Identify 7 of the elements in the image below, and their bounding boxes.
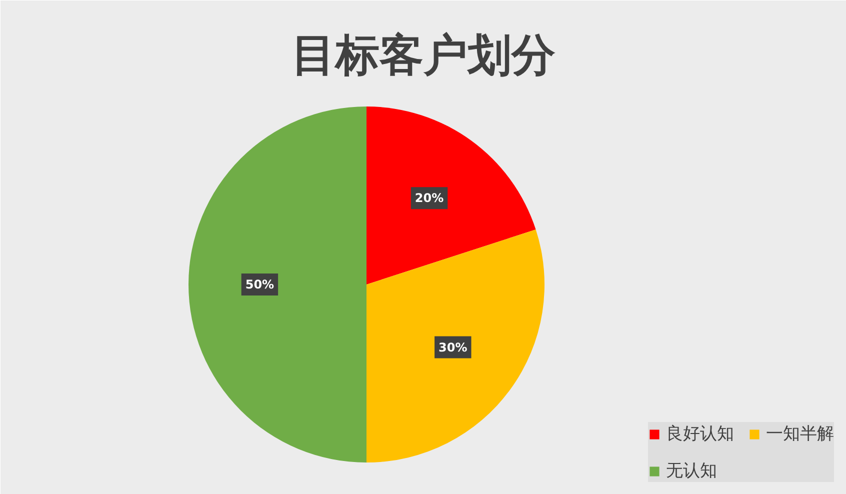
legend-label: 无认知 — [666, 460, 717, 482]
data-label: 20% — [414, 191, 444, 206]
legend-label: 良好认知 — [666, 423, 734, 445]
data-label: 30% — [438, 340, 468, 354]
chart-title: 目标客户划分 — [292, 30, 556, 81]
data-label: 50% — [245, 278, 274, 292]
legend-label: 一知半解 — [766, 423, 834, 445]
